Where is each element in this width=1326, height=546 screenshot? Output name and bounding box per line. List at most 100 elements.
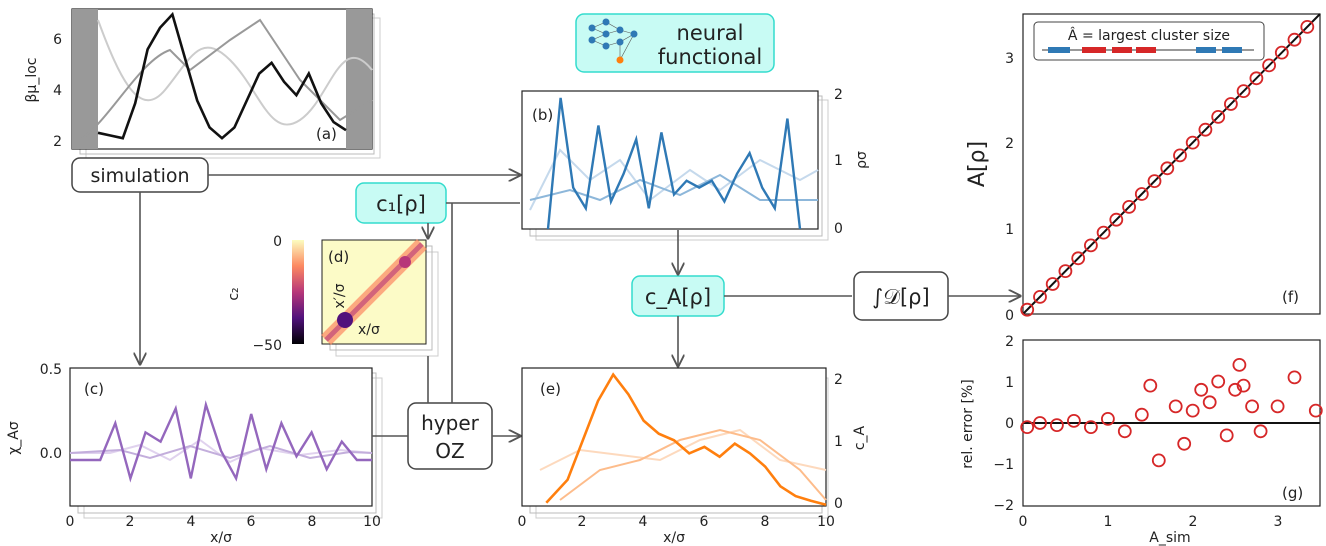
scatter-point (1143, 378, 1158, 393)
ylabel-b: ρσ (854, 151, 870, 169)
svg-text:8: 8 (761, 514, 770, 530)
integral-label: ∫𝒟[ρ] (872, 285, 929, 309)
scatter-point (1300, 19, 1315, 34)
scatter-point (1232, 357, 1247, 372)
svg-text:1: 1 (834, 434, 843, 450)
svg-text:0: 0 (1005, 308, 1014, 324)
neural-functional-node: neural functional (575, 13, 775, 73)
scatter-point (1253, 424, 1268, 439)
scatter-f (1020, 19, 1315, 317)
scatter-point (1173, 148, 1187, 163)
scatter-point (1084, 420, 1098, 435)
scatter-point (1151, 453, 1166, 468)
svg-text:−1: −1 (993, 457, 1014, 473)
tick-c-05: 0.5 (40, 362, 62, 378)
scatter-point (1122, 199, 1136, 214)
neural-network-icon (588, 18, 638, 64)
integral-node: ∫𝒟[ρ] (853, 271, 949, 321)
scatter-point (1228, 382, 1242, 397)
svg-text:0: 0 (1005, 416, 1014, 432)
oz-label: OZ (435, 439, 464, 463)
scatter-point (1067, 413, 1081, 428)
svg-text:2: 2 (578, 514, 587, 530)
functional-label: functional (658, 45, 763, 69)
ylabel-cb: c₂ (226, 287, 242, 300)
svg-text:0: 0 (1019, 514, 1028, 530)
cA-node: c_A[ρ] (631, 275, 725, 317)
svg-text:8: 8 (308, 514, 317, 530)
svg-text:0: 0 (834, 496, 843, 512)
scatter-point (1245, 399, 1259, 414)
svg-text:2: 2 (834, 372, 843, 388)
scatter-point (1109, 212, 1124, 227)
simulation-node: simulation (71, 157, 209, 193)
scatter-point (1134, 187, 1149, 201)
label-b: (b) (532, 106, 553, 124)
xlabel-g: A_sim (1149, 530, 1190, 546)
scatter-point (1084, 238, 1098, 253)
scatter-point (1117, 424, 1132, 439)
xlabel-c: x/σ (210, 530, 232, 546)
ylabel-e: c_A (852, 425, 868, 450)
tick-cb-50: −50 (252, 338, 282, 354)
ylabel-f: A[ρ] (965, 141, 990, 187)
axes-a (71, 8, 373, 150)
tick-b-0: 0 (834, 221, 843, 237)
label-f: (f) (1282, 288, 1299, 306)
panel-g: (g) 2 1 0 −1 −2 rel. error [%] 0 1 2 3 A… (960, 334, 1323, 546)
label-c: (c) (84, 380, 104, 398)
scatter-point (1249, 71, 1264, 86)
ylabel-g: rel. error [%] (960, 379, 976, 468)
svg-text:2: 2 (1189, 514, 1198, 530)
scatter-point (1236, 84, 1251, 98)
series-line-a (97, 11, 347, 140)
hyper-label: hyper (421, 411, 480, 435)
svg-text:4: 4 (639, 514, 648, 530)
series-line-e (545, 372, 827, 506)
svg-text:2: 2 (1005, 136, 1014, 152)
tick-b-2: 2 (834, 87, 843, 103)
c1-label: c₁[ρ] (376, 192, 426, 216)
scatter-point (1033, 416, 1047, 430)
c1-node: c₁[ρ] (355, 182, 447, 224)
scatter-point (1045, 277, 1060, 291)
label-e: (e) (540, 380, 561, 398)
scatter-point (1177, 436, 1192, 451)
scatter-point (1270, 399, 1285, 414)
svg-text:1: 1 (1005, 222, 1014, 238)
scatter-point (1160, 161, 1175, 176)
scatter-point (1287, 32, 1302, 47)
label-a: (a) (316, 125, 337, 143)
scatter-point (1194, 382, 1209, 397)
panel-d: (d) x/σ x′/σ 0 −50 c₂ (226, 234, 439, 357)
scatter-point (1219, 428, 1234, 443)
ylabel-a: βμ_loc (24, 58, 40, 103)
scatter-point (1168, 399, 1183, 414)
wall-left (72, 9, 98, 149)
scatter-g (1020, 357, 1323, 468)
arrows (140, 175, 1020, 436)
svg-text:6: 6 (247, 514, 256, 530)
scatter-point (1020, 420, 1035, 435)
scatter-point (1020, 302, 1035, 317)
scatter-point (1236, 378, 1251, 393)
scatter-point (1050, 418, 1064, 433)
svg-text:3: 3 (1005, 51, 1014, 67)
tick-cb-0: 0 (273, 234, 282, 250)
scatter-point (1147, 174, 1162, 189)
neural-label: neural (677, 21, 744, 45)
series-line-b (546, 97, 802, 230)
scatter-point (1211, 110, 1226, 124)
scatter-point (1202, 395, 1217, 410)
scatter-point (1185, 135, 1200, 150)
svg-text:10: 10 (363, 514, 381, 530)
hyperoz-node: hyper OZ (407, 402, 493, 470)
series-line-c (70, 400, 372, 483)
tick-a-6: 6 (53, 32, 62, 48)
scatter-point (1071, 251, 1086, 266)
scatter-point (1096, 225, 1111, 240)
simulation-label: simulation (90, 165, 189, 187)
xlabel-e: x/σ (663, 530, 685, 546)
scatter-point (1134, 407, 1149, 422)
